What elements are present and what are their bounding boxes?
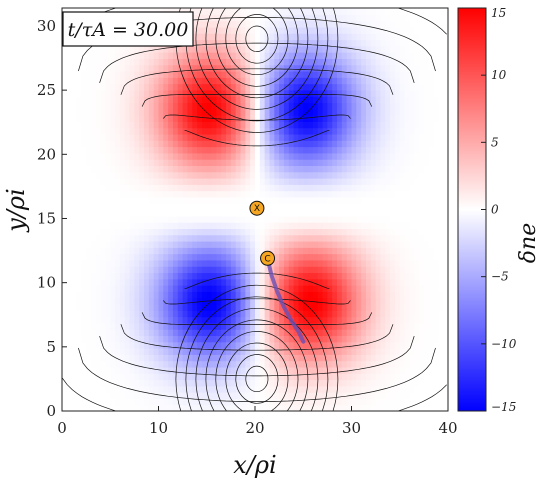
point-marker (249, 200, 265, 216)
contour-line (184, 129, 330, 147)
contour-line (99, 335, 415, 377)
colorbar-ticks: −15 −10 −5 0 5 10 15 (481, 6, 517, 414)
point-label: C (264, 254, 270, 264)
y-tick-label: 10 (37, 274, 56, 292)
y-tick-label: 20 (37, 145, 56, 163)
colorbar-tick-label: −5 (491, 270, 509, 284)
time-annotation: t/τA = 30.00 (62, 11, 194, 47)
y-tick-label: 0 (46, 402, 56, 420)
marked-points: XC (249, 200, 276, 266)
island-contour (235, 14, 279, 64)
x-tick-label: 30 (342, 419, 361, 437)
x-axis-label: x/ρi (233, 451, 276, 479)
island-contour (225, 342, 289, 411)
island-contour (195, 307, 319, 411)
y-tick-label: 5 (46, 338, 56, 356)
point-c: C (260, 250, 276, 266)
y-tick-label: 25 (37, 81, 56, 99)
y-tick-label: 15 (37, 209, 56, 227)
colorbar-tick-label: 15 (491, 6, 506, 20)
colorbar-label: δne (516, 223, 541, 263)
x-tick-label: 0 (57, 419, 67, 437)
contour-line (163, 114, 351, 121)
contour-line (141, 312, 373, 325)
y-axis: 0 5 10 15 20 25 30 (37, 17, 67, 420)
island-contour (245, 25, 269, 52)
y-axis-label: y/ρi (2, 188, 30, 232)
colorbar-tick-label: 5 (491, 135, 499, 149)
island-contour (205, 319, 309, 411)
colorbar-tick-label: −10 (491, 337, 517, 351)
particle-trajectory (265, 256, 306, 344)
island-contour (215, 331, 299, 411)
contour-line (120, 324, 394, 351)
contour-line (141, 94, 373, 107)
island-contour (215, 8, 299, 87)
annotation-box (62, 11, 194, 47)
island-contour (185, 296, 329, 411)
contour-line (64, 0, 445, 4)
island-contour (245, 365, 269, 393)
contour-line (78, 347, 436, 402)
x-tick-label: 40 (438, 419, 457, 437)
contour-line (163, 298, 351, 305)
x-tick-label: 10 (149, 419, 168, 437)
island-contour (235, 354, 279, 404)
flux-contours (62, 0, 447, 411)
contour-line (99, 42, 415, 84)
point-x: X (249, 200, 265, 216)
contour-line (120, 68, 394, 95)
y-tick-label: 30 (37, 17, 56, 35)
x-tick-label: 20 (245, 419, 264, 437)
colorbar-tick-label: 10 (491, 68, 507, 82)
contour-line (184, 272, 330, 290)
x-axis: 0 10 20 30 40 (57, 406, 458, 437)
colorbar-tick-label: 0 (491, 203, 499, 217)
annotation-text: t/τA = 30.00 (68, 19, 189, 41)
point-label: X (254, 204, 260, 214)
point-marker (260, 250, 276, 266)
colorbar-tick-label: −15 (491, 400, 516, 414)
island-contour (175, 284, 339, 411)
island-contour (225, 8, 289, 76)
